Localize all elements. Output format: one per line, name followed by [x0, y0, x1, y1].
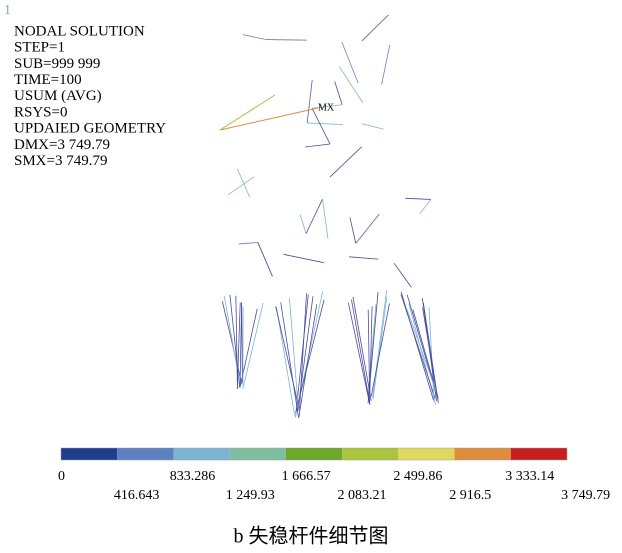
colorbar-label: 1 666.57: [282, 469, 331, 484]
info-line: USUM (AVG): [14, 88, 102, 104]
mesh-edge: [258, 242, 273, 276]
page: 1 NODAL SOLUTIONSTEP=1SUB=999 999TIME=10…: [0, 0, 622, 553]
mesh-edge: [371, 303, 389, 396]
mesh-edge: [281, 302, 299, 417]
mesh-edge: [335, 81, 342, 104]
mesh-edge: [242, 302, 243, 382]
max-marker: MX: [318, 102, 335, 113]
colorbar-label: 2 499.86: [393, 469, 442, 484]
colorbar-segment: [230, 448, 286, 460]
mesh-edge: [307, 123, 343, 125]
mesh-edge: [362, 124, 384, 129]
colorbar-segment: [61, 448, 117, 460]
colorbar-segment: [455, 448, 511, 460]
mesh-edge: [348, 303, 369, 404]
mesh-edge: [220, 95, 275, 130]
mesh-edge: [243, 303, 263, 389]
mesh-edge: [220, 108, 318, 130]
info-line: STEP=1: [14, 40, 65, 56]
caption: b 失稳杆件细节图: [234, 525, 389, 548]
colorbar-label: 3 333.14: [505, 469, 554, 484]
window-number: 1: [4, 3, 11, 18]
info-line: NODAL SOLUTION: [14, 23, 145, 39]
mesh-edge: [420, 199, 431, 213]
mesh-edge: [267, 40, 307, 41]
colorbar-label: 3 749.79: [561, 488, 610, 503]
mesh-edge: [312, 108, 330, 144]
mesh-edge: [356, 214, 379, 243]
mesh-edge: [372, 290, 386, 397]
mesh-edge: [349, 257, 378, 259]
colorbar-segment: [117, 448, 173, 460]
mesh-edge: [401, 292, 433, 400]
colorbar-label: 1 249.93: [226, 488, 275, 503]
info-line: RSYS=0: [14, 104, 67, 120]
mesh-edge: [323, 199, 328, 239]
mesh-edge: [284, 254, 324, 262]
mesh-edge: [305, 144, 330, 147]
mesh-edge: [330, 147, 362, 177]
colorbar-segment: [342, 448, 398, 460]
mesh-edge: [362, 15, 388, 41]
mesh-edge: [382, 45, 390, 84]
info-line: SUB=999 999: [14, 56, 100, 72]
mesh-edge: [307, 80, 312, 123]
colorbar-label: 0: [58, 469, 65, 484]
info-line: DMX=3 749.79: [14, 137, 110, 153]
colorbar-segment: [173, 448, 229, 460]
colorbar-label: 2 083.21: [338, 488, 387, 503]
mesh-edge: [394, 263, 411, 287]
colorbar-label: 2 916.5: [449, 488, 491, 503]
mesh-edge: [239, 242, 258, 243]
mesh-edge: [306, 199, 323, 234]
colorbar: 0 416.643 833.286 1 249.93 1 666.57 2 083.21 2…: [58, 448, 610, 503]
mesh-edge: [407, 309, 439, 398]
colorbar-segment: [511, 448, 567, 460]
colorbar-label: 416.643: [114, 488, 159, 503]
info-line: SMX=3 749.79: [14, 153, 107, 169]
mesh-edge: [342, 42, 358, 83]
wireframe-mesh: [220, 15, 439, 418]
mesh-edge: [350, 217, 356, 243]
colorbar-segment: [286, 448, 342, 460]
mesh-edge: [405, 198, 431, 199]
mesh-edge: [237, 169, 249, 197]
mesh-edge: [300, 215, 306, 234]
mesh-edge: [243, 35, 267, 40]
info-line: UPDAIED GEOMETRY: [14, 121, 166, 137]
mesh-edge: [351, 300, 370, 405]
mesh-edge: [236, 296, 238, 389]
mesh-edge: [339, 67, 363, 103]
figure: 1 NODAL SOLUTIONSTEP=1SUB=999 999TIME=10…: [0, 0, 622, 553]
mesh-edge: [228, 177, 254, 195]
info-line: TIME=100: [14, 72, 82, 88]
colorbar-label: 833.286: [170, 469, 216, 484]
mesh-edge: [276, 307, 300, 411]
colorbar-segment: [398, 448, 454, 460]
